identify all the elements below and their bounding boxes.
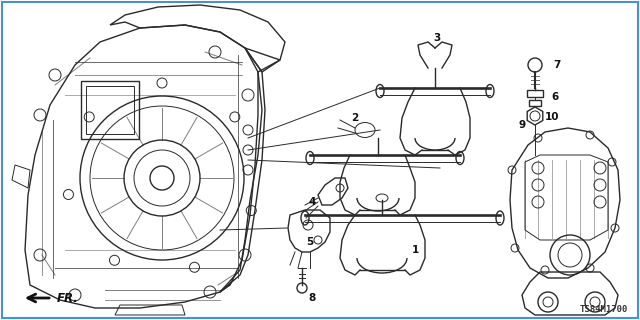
Text: 2: 2 — [351, 113, 358, 123]
Ellipse shape — [306, 151, 314, 164]
Text: TS84M1700: TS84M1700 — [580, 305, 628, 314]
Ellipse shape — [376, 84, 384, 98]
Text: 10: 10 — [545, 112, 559, 122]
Text: 5: 5 — [307, 237, 314, 247]
Text: 9: 9 — [518, 120, 525, 130]
Ellipse shape — [456, 151, 464, 164]
Ellipse shape — [496, 211, 504, 225]
Bar — [527, 90, 543, 97]
Text: 4: 4 — [308, 197, 316, 207]
Bar — [81, 81, 139, 139]
Text: 7: 7 — [554, 60, 561, 70]
Ellipse shape — [301, 211, 309, 225]
Text: 3: 3 — [433, 33, 440, 43]
Text: 8: 8 — [308, 293, 316, 303]
Ellipse shape — [486, 84, 494, 98]
Bar — [529, 100, 541, 106]
Text: FR.: FR. — [57, 292, 79, 305]
Text: 1: 1 — [412, 245, 419, 255]
Bar — [86, 86, 134, 134]
Text: 6: 6 — [552, 92, 559, 102]
